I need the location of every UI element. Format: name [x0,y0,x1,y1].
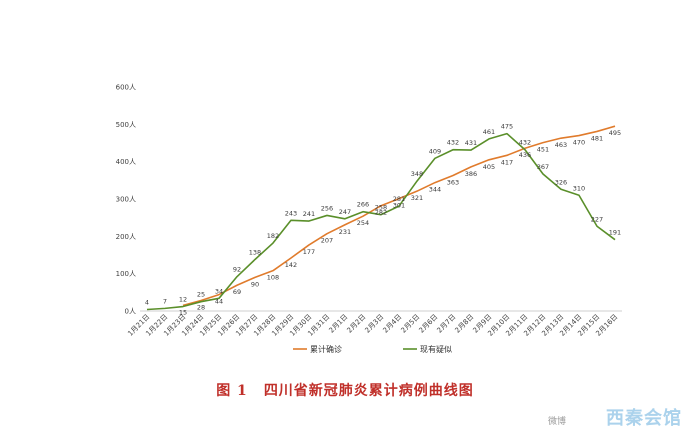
series-line-confirmed [182,125,616,307]
data-labels: 1528446990108142177207231254282301321344… [145,123,621,317]
figure-caption: 图 1 四川省新冠肺炎累计病例曲线图 [0,380,690,400]
data-label-suspected: 12 [179,296,187,304]
data-label-suspected: 266 [357,201,369,209]
data-label-confirmed: 28 [197,304,205,312]
data-label-confirmed: 231 [339,228,351,236]
data-label-suspected: 191 [609,229,621,237]
y-tick-label: 300人 [116,196,136,204]
data-label-suspected: 243 [285,209,297,217]
data-label-confirmed: 463 [555,141,567,149]
data-label-confirmed: 69 [233,288,241,296]
data-label-suspected: 367 [537,163,549,171]
data-label-confirmed: 254 [357,219,369,227]
data-label-suspected: 475 [501,123,513,131]
data-label-suspected: 432 [447,139,459,147]
data-label-suspected: 34 [215,287,223,295]
data-label-confirmed: 90 [251,280,259,288]
data-label-confirmed: 15 [179,308,187,316]
y-tick-label: 200人 [116,233,136,241]
legend-label: 累计确诊 [310,344,342,354]
y-tick-label: 0人 [125,308,136,316]
series-layer [146,125,616,311]
data-label-confirmed: 405 [483,163,495,171]
data-label-confirmed: 363 [447,178,459,186]
data-label-suspected: 432 [519,139,531,147]
y-axis: 0人 100人 200人 300人 400人 500人 600人 [116,84,136,316]
data-label-suspected: 256 [321,204,333,212]
data-label-suspected: 431 [465,139,477,147]
data-label-confirmed: 417 [501,158,513,166]
data-label-confirmed: 321 [411,194,423,202]
data-label-suspected: 461 [483,128,495,136]
x-tick-label: 2月6日 [418,313,440,335]
x-tick-label: 2月3日 [364,313,386,335]
y-tick-label: 100人 [116,270,136,278]
x-tick-label: 2月5日 [400,313,422,335]
data-label-suspected: 25 [197,291,205,299]
x-tick-label: 2月2日 [346,313,368,335]
data-label-confirmed: 451 [537,146,549,154]
data-label-suspected: 258 [375,204,387,212]
legend: 累计确诊 现有疑似 [293,344,452,354]
legend-label: 现有疑似 [420,344,452,354]
data-label-confirmed: 301 [393,202,405,210]
data-label-confirmed: 207 [321,237,333,245]
y-tick-label: 400人 [116,158,136,166]
series-line-suspected [146,132,616,311]
y-tick-label: 600人 [116,84,136,92]
x-tick-label: 2月4日 [382,313,404,335]
data-label-confirmed: 142 [285,261,297,269]
data-label-suspected: 227 [591,215,603,223]
data-label-suspected: 409 [429,147,441,155]
data-label-confirmed: 495 [609,129,621,137]
data-label-suspected: 7 [163,297,167,305]
data-label-confirmed: 481 [591,134,603,142]
figure-title: 四川省新冠肺炎累计病例曲线图 [263,383,474,399]
data-label-confirmed: 436 [519,151,531,159]
data-label-suspected: 92 [233,266,241,274]
data-label-suspected: 4 [145,299,149,307]
data-label-suspected: 326 [555,178,567,186]
data-label-confirmed: 177 [303,248,315,256]
x-tick-label: 2月1日 [328,313,350,335]
data-label-suspected: 182 [267,232,279,240]
data-label-confirmed: 282 [375,209,387,217]
data-label-confirmed: 44 [215,298,223,306]
y-tick-label: 500人 [116,121,136,129]
data-label-confirmed: 386 [465,170,477,178]
data-label-suspected: 281 [393,195,405,203]
x-tick-label: 2月7日 [436,313,458,335]
data-label-confirmed: 344 [429,186,441,194]
watermark-source: 微博 [548,417,567,427]
data-label-suspected: 138 [249,248,261,256]
x-axis: 1月21日1月22日1月23日1月24日1月25日1月26日1月27日1月28日… [126,310,622,338]
data-label-suspected: 310 [573,184,585,192]
data-label-suspected: 247 [339,208,351,216]
data-label-confirmed: 108 [267,274,279,282]
data-label-suspected: 348 [411,170,423,178]
data-label-suspected: 241 [303,210,315,218]
watermark-logo: 西秦会馆 [606,408,682,429]
figure-number: 图 1 [216,383,248,399]
x-tick-label: 2月8日 [454,313,476,335]
data-label-confirmed: 470 [573,139,585,147]
